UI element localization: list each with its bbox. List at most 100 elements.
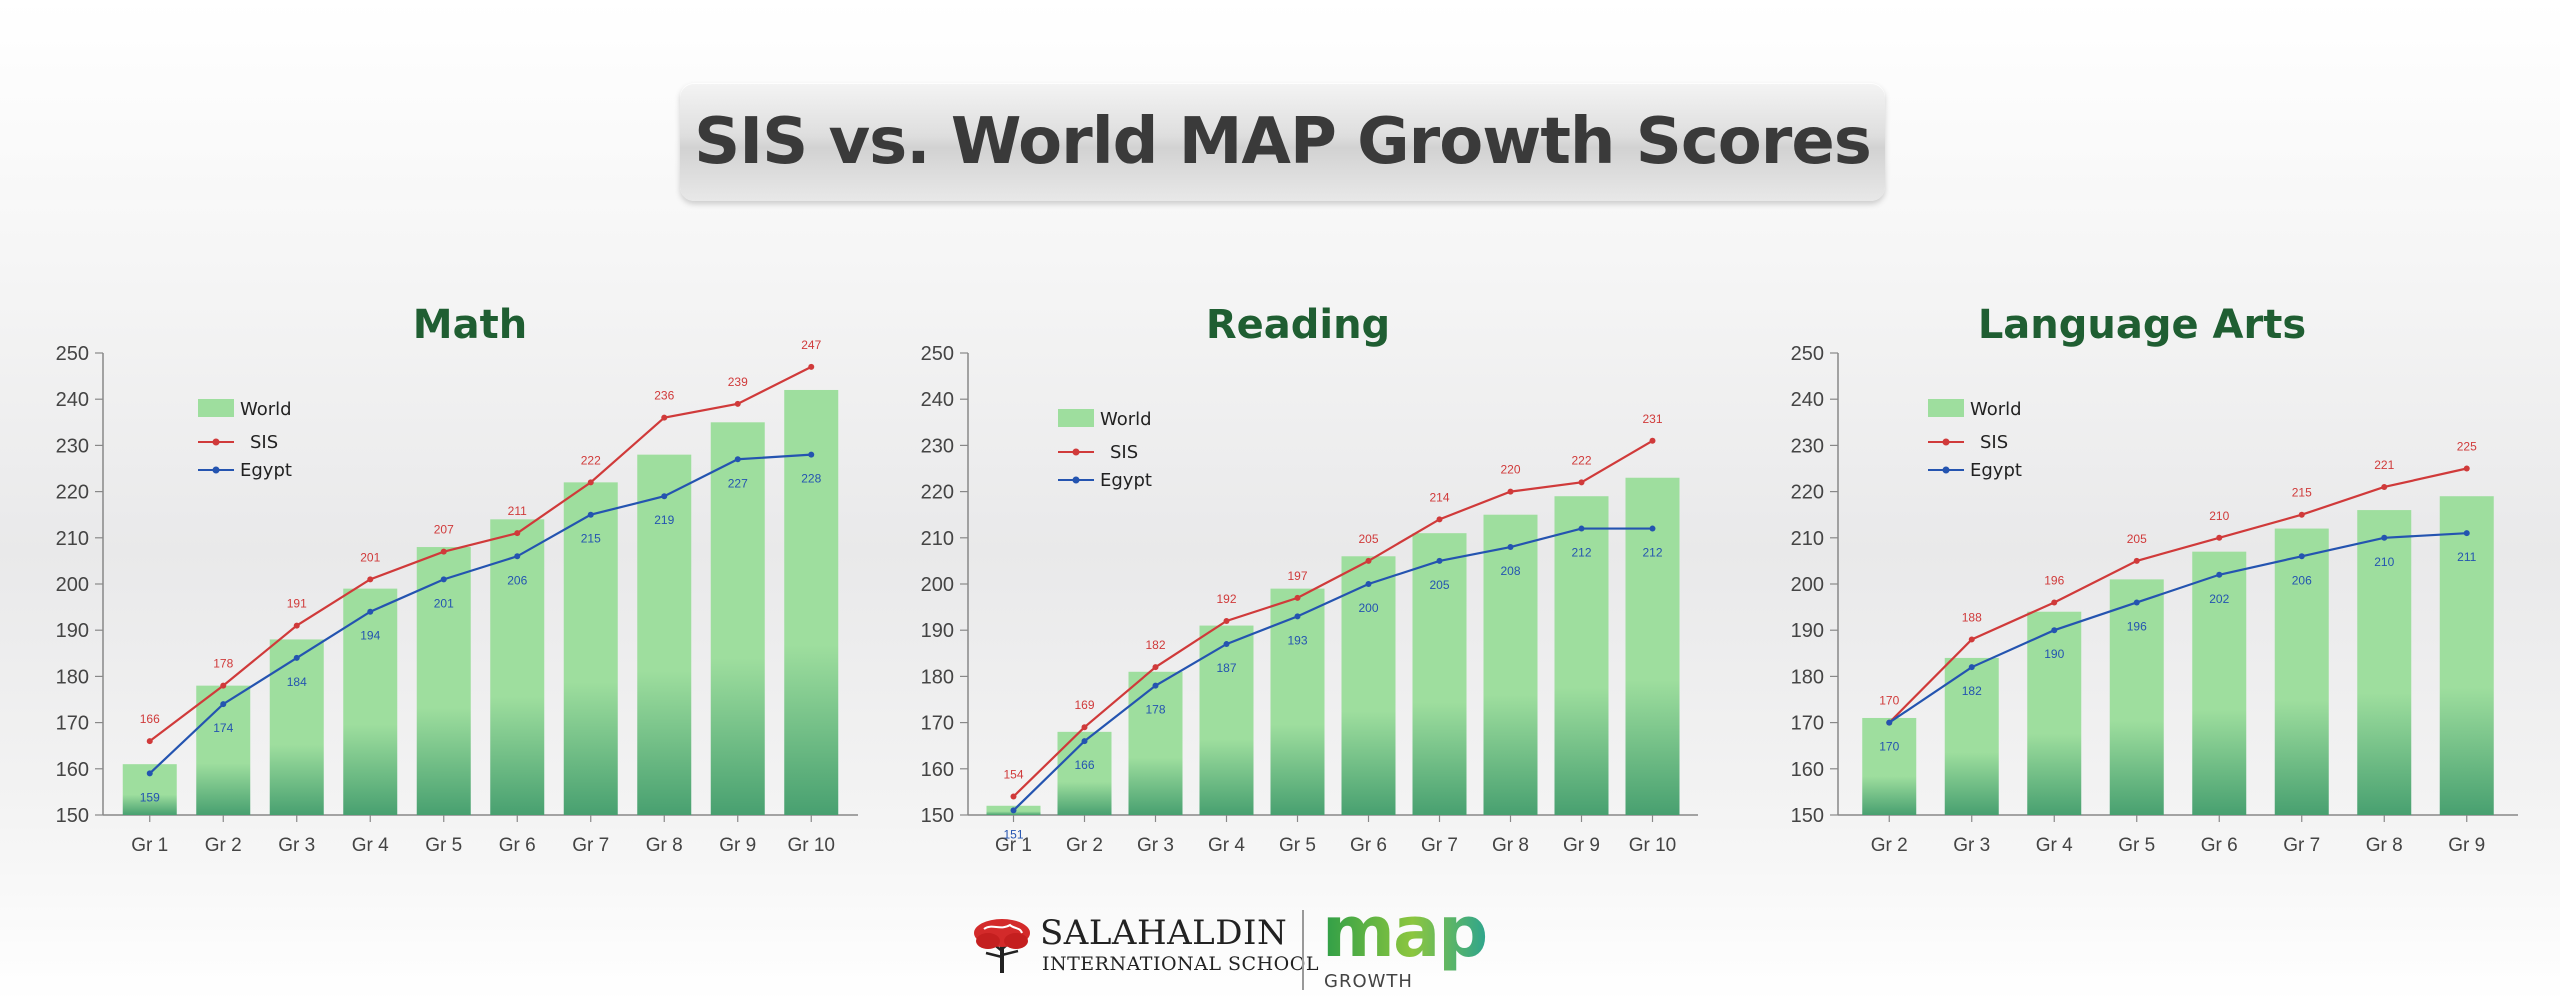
x-tick-label: Gr 5 bbox=[425, 835, 462, 856]
series-line-egypt bbox=[148, 453, 812, 775]
x-tick-label: Gr 8 bbox=[646, 835, 683, 856]
data-label-egypt: 184 bbox=[287, 675, 307, 689]
y-tick-label: 230 bbox=[1791, 435, 1824, 457]
legend-label-egypt: Egypt bbox=[1100, 470, 1152, 491]
x-tick-label: Gr 7 bbox=[2283, 835, 2320, 856]
data-label-egypt: 196 bbox=[2127, 619, 2147, 633]
bar-world bbox=[1199, 625, 1254, 815]
point-sis bbox=[1223, 617, 1230, 624]
point-sis bbox=[1081, 724, 1088, 731]
point-sis bbox=[1507, 488, 1514, 495]
x-tick-label: Gr 4 bbox=[1208, 835, 1245, 856]
point-egypt bbox=[1010, 807, 1017, 814]
y-tick-label: 180 bbox=[56, 666, 89, 688]
bar-world bbox=[784, 389, 839, 815]
x-tick-label: Gr 2 bbox=[1871, 835, 1908, 856]
legend-label-world: World bbox=[1100, 409, 1152, 430]
x-tick-label: Gr 1 bbox=[131, 835, 168, 856]
x-tick-label: Gr 7 bbox=[572, 835, 609, 856]
data-label-sis: 188 bbox=[1962, 610, 1982, 624]
data-label-egypt: 215 bbox=[581, 532, 601, 546]
data-label-sis: 215 bbox=[2292, 486, 2312, 500]
chart-title: Reading bbox=[1206, 302, 1390, 348]
legend-marker-egypt bbox=[212, 466, 220, 474]
point-sis bbox=[661, 414, 668, 421]
data-label-egypt: 219 bbox=[654, 513, 674, 527]
x-tick-label: Gr 9 bbox=[719, 835, 756, 856]
data-label-sis: 221 bbox=[2374, 458, 2394, 472]
data-label-egypt: 206 bbox=[2292, 573, 2312, 587]
data-label-sis: 207 bbox=[434, 523, 454, 537]
legend-label-egypt: Egypt bbox=[240, 460, 292, 481]
legend-swatch-world bbox=[1928, 399, 1964, 417]
data-label-egypt: 190 bbox=[2044, 647, 2064, 661]
point-egypt bbox=[1436, 557, 1443, 564]
data-label-egypt: 212 bbox=[1642, 546, 1662, 560]
x-tick-label: Gr 1 bbox=[995, 835, 1032, 856]
y-tick-label: 200 bbox=[921, 574, 954, 596]
point-sis bbox=[146, 738, 153, 745]
bar-world bbox=[2027, 611, 2082, 815]
point-egypt bbox=[1152, 682, 1159, 689]
bar-world bbox=[710, 422, 765, 815]
bar-world bbox=[637, 454, 692, 815]
data-label-sis: 197 bbox=[1287, 569, 1307, 583]
point-sis bbox=[1294, 594, 1301, 601]
map-logo-word: map bbox=[1322, 891, 1488, 973]
y-tick-label: 170 bbox=[1791, 713, 1824, 735]
school-subtitle: INTERNATIONAL SCHOOL bbox=[1042, 953, 1319, 975]
point-egypt bbox=[146, 770, 153, 777]
point-sis bbox=[587, 479, 594, 486]
data-label-sis: 210 bbox=[2209, 509, 2229, 523]
x-tick-label: Gr 2 bbox=[1066, 835, 1103, 856]
point-egypt bbox=[1968, 664, 1975, 671]
x-tick-label: Gr 8 bbox=[1492, 835, 1529, 856]
bar-world bbox=[490, 519, 545, 815]
point-egypt bbox=[1507, 544, 1514, 551]
legend-label-sis: SIS bbox=[1110, 442, 1138, 463]
legend-marker-sis bbox=[1942, 438, 1950, 446]
data-label-sis: 214 bbox=[1429, 490, 1449, 504]
point-egypt bbox=[1649, 525, 1656, 532]
data-label-egypt: 227 bbox=[728, 476, 748, 490]
data-label-sis: 225 bbox=[2457, 440, 2477, 454]
bar-world bbox=[2439, 496, 2494, 815]
x-tick-label: Gr 3 bbox=[1137, 835, 1174, 856]
y-tick-label: 190 bbox=[921, 620, 954, 642]
y-tick-label: 160 bbox=[921, 759, 954, 781]
series-line-sis bbox=[1888, 467, 2467, 724]
point-egypt bbox=[514, 553, 521, 560]
bar-world bbox=[2357, 510, 2412, 815]
point-sis bbox=[440, 548, 447, 555]
logo-divider bbox=[1302, 910, 1304, 990]
data-label-sis: 205 bbox=[1358, 532, 1378, 546]
x-tick-label: Gr 9 bbox=[2448, 835, 2485, 856]
bar-world bbox=[343, 588, 398, 815]
point-egypt bbox=[1365, 581, 1372, 587]
y-tick-label: 220 bbox=[1791, 482, 1824, 504]
point-sis bbox=[1436, 516, 1443, 523]
point-egypt bbox=[220, 701, 227, 708]
legend-label-world: World bbox=[1970, 399, 2022, 420]
point-sis bbox=[293, 622, 300, 629]
map-growth-word: GROWTH bbox=[1324, 971, 1413, 992]
legend-marker-sis bbox=[212, 438, 220, 446]
school-name: SALAHALDIN bbox=[1040, 913, 1288, 953]
point-egypt bbox=[734, 456, 741, 463]
x-tick-label: Gr 4 bbox=[352, 835, 389, 856]
series-line-egypt bbox=[1012, 527, 1653, 812]
data-label-egypt: 201 bbox=[434, 596, 454, 610]
point-sis bbox=[220, 682, 227, 689]
x-tick-label: Gr 8 bbox=[2366, 835, 2403, 856]
bar-world bbox=[269, 639, 324, 815]
x-tick-label: Gr 3 bbox=[278, 835, 315, 856]
legend-swatch-world bbox=[1058, 409, 1094, 427]
x-tick-label: Gr 5 bbox=[2118, 835, 2155, 856]
y-tick-label: 150 bbox=[921, 805, 954, 827]
data-label-egypt: 211 bbox=[2457, 550, 2476, 564]
legend-label-sis: SIS bbox=[1980, 432, 2008, 453]
legend-swatch-world bbox=[198, 399, 234, 417]
data-label-egypt: 174 bbox=[213, 721, 233, 735]
point-egypt bbox=[2133, 599, 2140, 606]
